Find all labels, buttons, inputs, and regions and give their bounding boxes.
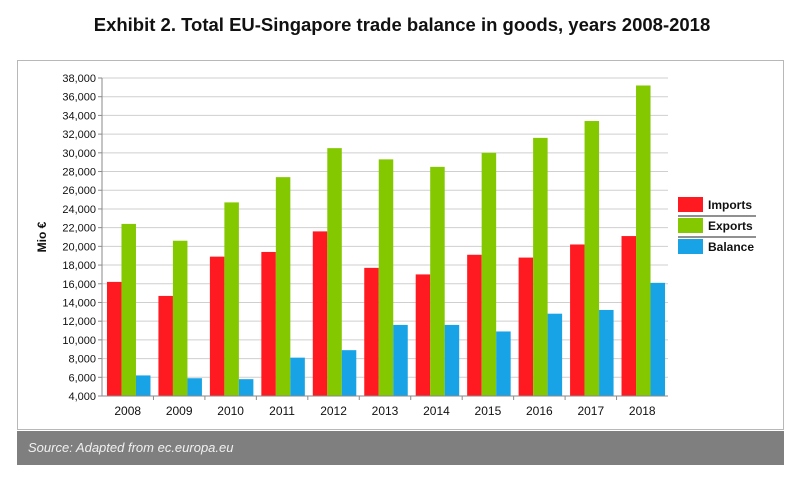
bar-imports-2008 xyxy=(106,281,122,396)
bar-imports-2015 xyxy=(467,254,482,396)
legend: Imports Exports Balance xyxy=(678,197,756,254)
y-tick-label: 12,000 xyxy=(62,316,96,328)
y-tick-label: 6,000 xyxy=(68,372,96,384)
bar-balance-2009 xyxy=(187,378,202,396)
x-tick-label: 2008 xyxy=(114,404,141,418)
y-axis-label: Mio € xyxy=(35,221,49,252)
y-tick-label: 32,000 xyxy=(62,129,96,141)
bar-exports-2012 xyxy=(327,148,342,396)
bar-balance-2017 xyxy=(599,309,614,396)
bar-exports-2008 xyxy=(121,223,136,396)
bar-exports-2009 xyxy=(172,240,188,396)
y-tick-label: 24,000 xyxy=(62,204,96,216)
x-tick-label: 2010 xyxy=(217,404,244,418)
x-tick-label: 2018 xyxy=(629,404,656,418)
y-tick-label: 38,000 xyxy=(62,73,96,85)
legend-swatch-balance xyxy=(678,239,703,254)
x-tick-label: 2009 xyxy=(166,404,193,418)
chart-title: Exhibit 2. Total EU-Singapore trade bala… xyxy=(93,14,711,35)
legend-label-imports: Imports xyxy=(708,198,752,212)
legend-label-exports: Exports xyxy=(708,219,753,233)
bar-imports-2014 xyxy=(415,274,431,396)
x-tick-label: 2014 xyxy=(423,404,450,418)
y-tick-label: 22,000 xyxy=(62,223,96,235)
x-axis-ticks: 2008 2009 2010 2011 2012 2013 2014 2015 2016 2017… xyxy=(114,396,656,418)
y-tick-label: 8,000 xyxy=(68,354,96,366)
bar-balance-2013 xyxy=(393,324,408,396)
bar-balance-2015 xyxy=(496,331,511,396)
bar-imports-2012 xyxy=(312,231,328,396)
bar-balance-2010 xyxy=(238,379,254,396)
bar-imports-2010 xyxy=(209,256,225,396)
bar-balance-2012 xyxy=(341,350,357,396)
y-tick-label: 20,000 xyxy=(62,241,96,253)
bar-exports-2011 xyxy=(275,177,291,396)
legend-swatch-exports xyxy=(678,218,703,233)
bar-exports-2013 xyxy=(378,159,394,396)
bar-imports-2011 xyxy=(261,251,276,396)
y-axis-ticks: 4,000 6,000 8,000 10,000 12,000 14,000 16,000 1… xyxy=(62,73,102,403)
bar-balance-2018 xyxy=(650,282,666,396)
bar-exports-2014 xyxy=(430,166,445,396)
y-tick-label: 26,000 xyxy=(62,185,96,197)
y-tick-label: 18,000 xyxy=(62,260,96,272)
bar-exports-2017 xyxy=(584,121,600,396)
y-tick-label: 36,000 xyxy=(62,92,96,104)
legend-label-balance: Balance xyxy=(708,240,754,254)
x-tick-label: 2011 xyxy=(269,404,295,418)
y-tick-label: 14,000 xyxy=(62,297,96,309)
x-tick-label: 2015 xyxy=(475,404,502,418)
bar-balance-2008 xyxy=(135,375,151,396)
source-note: Source: Adapted from ec.europa.eu xyxy=(17,431,784,465)
bar-exports-2018 xyxy=(636,85,651,396)
x-tick-label: 2013 xyxy=(372,404,399,418)
bar-imports-2018 xyxy=(621,236,637,396)
bar-imports-2017 xyxy=(570,244,585,396)
y-tick-label: 4,000 xyxy=(68,391,96,403)
y-tick-label: 16,000 xyxy=(62,279,96,291)
bar-exports-2010 xyxy=(224,202,239,396)
y-tick-label: 30,000 xyxy=(62,148,96,160)
y-tick-label: 28,000 xyxy=(62,167,96,179)
bar-balance-2011 xyxy=(290,357,305,396)
x-tick-label: 2012 xyxy=(320,404,347,418)
legend-swatch-imports xyxy=(678,197,703,212)
bar-exports-2015 xyxy=(481,152,497,396)
x-tick-label: 2016 xyxy=(526,404,553,418)
axes xyxy=(101,78,668,397)
bar-imports-2013 xyxy=(364,267,379,396)
y-tick-label: 10,000 xyxy=(62,335,96,347)
bar-balance-2016 xyxy=(547,313,563,396)
bar-imports-2016 xyxy=(518,257,534,396)
y-tick-label: 34,000 xyxy=(62,110,96,122)
bar-imports-2009 xyxy=(158,295,173,396)
bar-balance-2014 xyxy=(444,324,460,396)
bar-exports-2016 xyxy=(533,137,548,396)
x-tick-label: 2017 xyxy=(577,404,604,418)
bars xyxy=(106,85,666,396)
